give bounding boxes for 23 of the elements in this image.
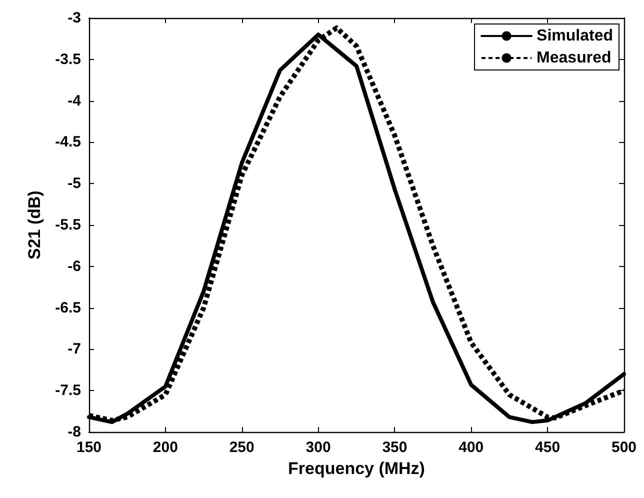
- y-tick-label: -5: [68, 175, 81, 192]
- y-tick-label: -3.5: [55, 50, 81, 68]
- y-tick-label: -6.5: [55, 299, 81, 316]
- x-tick-label: 350: [382, 439, 408, 456]
- x-tick-label: 150: [76, 439, 102, 456]
- x-tick-label: 200: [152, 439, 178, 456]
- x-tick-label: 500: [611, 439, 637, 456]
- y-tick-label: -5.5: [55, 216, 81, 234]
- y-axis-title: S21 (dB): [25, 190, 44, 260]
- x-tick-label: 300: [306, 439, 331, 456]
- y-tick-label: -4.5: [55, 134, 81, 151]
- y-tick-label: -6: [68, 258, 81, 275]
- y-tick-label: -7: [68, 340, 81, 358]
- y-tick-label: -3: [68, 10, 81, 26]
- x-tick-label: 400: [458, 439, 484, 456]
- x-tick-label: 250: [229, 439, 254, 456]
- y-tick-label: -8: [68, 424, 81, 440]
- legend-label: Simulated: [536, 28, 614, 44]
- legend-label: Measured: [536, 50, 612, 66]
- x-axis-title: Frequency (MHz): [288, 458, 425, 478]
- x-tick-label: 450: [535, 439, 560, 456]
- y-tick-label: -7.5: [55, 382, 81, 400]
- y-tick-label: -4: [68, 92, 82, 110]
